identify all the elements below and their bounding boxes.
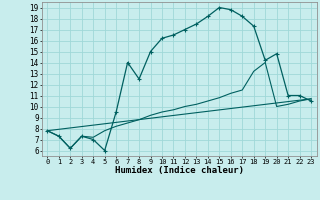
- X-axis label: Humidex (Indice chaleur): Humidex (Indice chaleur): [115, 166, 244, 175]
